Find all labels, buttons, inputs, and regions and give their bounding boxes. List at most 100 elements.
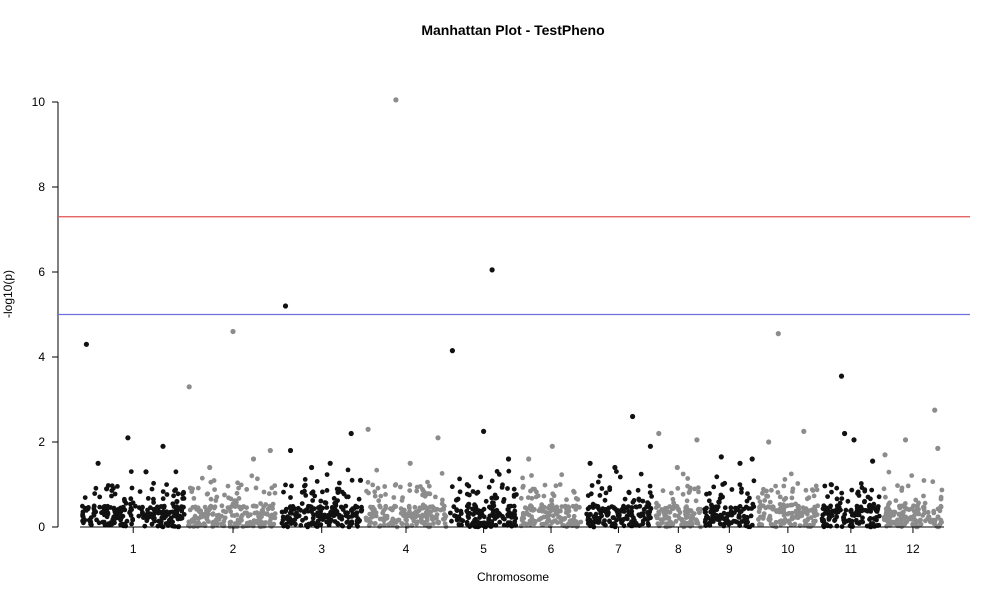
snp-point [215, 521, 221, 527]
snp-point [781, 502, 786, 508]
snp-point [923, 518, 928, 524]
snp-point [310, 515, 316, 521]
snp-point [732, 519, 738, 524]
snp-point [585, 521, 591, 526]
snp-point [749, 522, 755, 528]
snp-point [865, 494, 871, 500]
snp-point [424, 515, 430, 521]
snp-point [261, 489, 267, 495]
snp-point [914, 505, 920, 510]
snp-point-significant [766, 439, 772, 445]
snp-point [415, 513, 421, 518]
snp-point [589, 483, 595, 488]
snp-point [804, 511, 810, 517]
snp-point [853, 517, 859, 523]
snp-point [665, 521, 670, 527]
snp-point [684, 498, 690, 504]
snp-point [636, 512, 642, 518]
snp-point [649, 494, 654, 499]
snp-point [892, 509, 898, 515]
snp-point [843, 507, 849, 513]
snp-point [259, 508, 265, 513]
snp-point [646, 522, 651, 528]
snp-point [530, 508, 536, 513]
snp-point [391, 495, 397, 500]
snp-point [739, 489, 744, 495]
snp-point [536, 517, 542, 523]
snp-point [316, 512, 322, 518]
snp-point [842, 520, 847, 525]
snp-point [431, 521, 436, 526]
snp-point [559, 504, 565, 509]
snp-point [158, 504, 164, 509]
snp-point [595, 479, 601, 485]
snp-point [715, 504, 721, 510]
snp-point [696, 489, 701, 495]
snp-point [449, 484, 455, 490]
snp-point [414, 521, 419, 527]
snp-point [398, 484, 403, 490]
snp-point [554, 511, 560, 517]
snp-point [761, 511, 767, 516]
snp-point [672, 513, 678, 518]
snp-point [595, 515, 600, 521]
snp-point [228, 496, 234, 502]
snp-point [117, 512, 123, 518]
snp-point [414, 488, 420, 494]
snp-point [698, 506, 703, 512]
x-tick-label: 6 [548, 542, 555, 556]
snp-point [573, 507, 579, 512]
snp-point [382, 513, 388, 519]
snp-point-significant [801, 428, 807, 434]
snp-point [112, 520, 117, 526]
snp-point [555, 520, 560, 525]
snp-point [918, 521, 924, 527]
snp-point [838, 507, 843, 513]
snp-point [293, 521, 298, 527]
snp-point [737, 482, 743, 487]
snp-point [113, 510, 119, 515]
snp-point [693, 498, 699, 504]
snp-point [101, 519, 107, 525]
snp-point [232, 498, 238, 504]
snp-point [401, 507, 407, 513]
snp-point [170, 523, 176, 529]
snp-point [602, 497, 608, 503]
snp-point [88, 521, 93, 527]
y-tick-label: 2 [38, 435, 45, 449]
snp-point [575, 522, 581, 528]
snp-point [302, 488, 307, 494]
snp-point [429, 514, 435, 519]
snp-point [475, 520, 481, 526]
x-tick-label: 8 [675, 542, 682, 556]
snp-point [664, 505, 670, 511]
snp-point [848, 507, 854, 513]
snp-point [565, 522, 571, 528]
snp-point [673, 518, 679, 524]
snp-point [886, 508, 891, 514]
snp-point [426, 483, 432, 489]
snp-point [443, 513, 449, 519]
snp-point [128, 513, 134, 518]
snp-point [685, 476, 691, 481]
snp-point [130, 517, 136, 523]
snp-point [718, 492, 724, 498]
snp-point [436, 519, 442, 525]
snp-point [112, 491, 118, 497]
snp-point [823, 505, 829, 511]
snp-point [783, 495, 789, 501]
snp-point [496, 472, 502, 477]
snp-point [213, 498, 219, 503]
snp-point [372, 489, 378, 495]
snp-point [129, 507, 135, 512]
snp-point [124, 518, 130, 524]
snp-point [695, 485, 701, 491]
snp-point [856, 521, 862, 526]
snp-point [645, 510, 650, 515]
snp-point [348, 522, 353, 528]
snp-point [207, 504, 213, 510]
snp-point [272, 483, 278, 488]
snp-point [267, 522, 273, 527]
snp-point [506, 503, 512, 509]
